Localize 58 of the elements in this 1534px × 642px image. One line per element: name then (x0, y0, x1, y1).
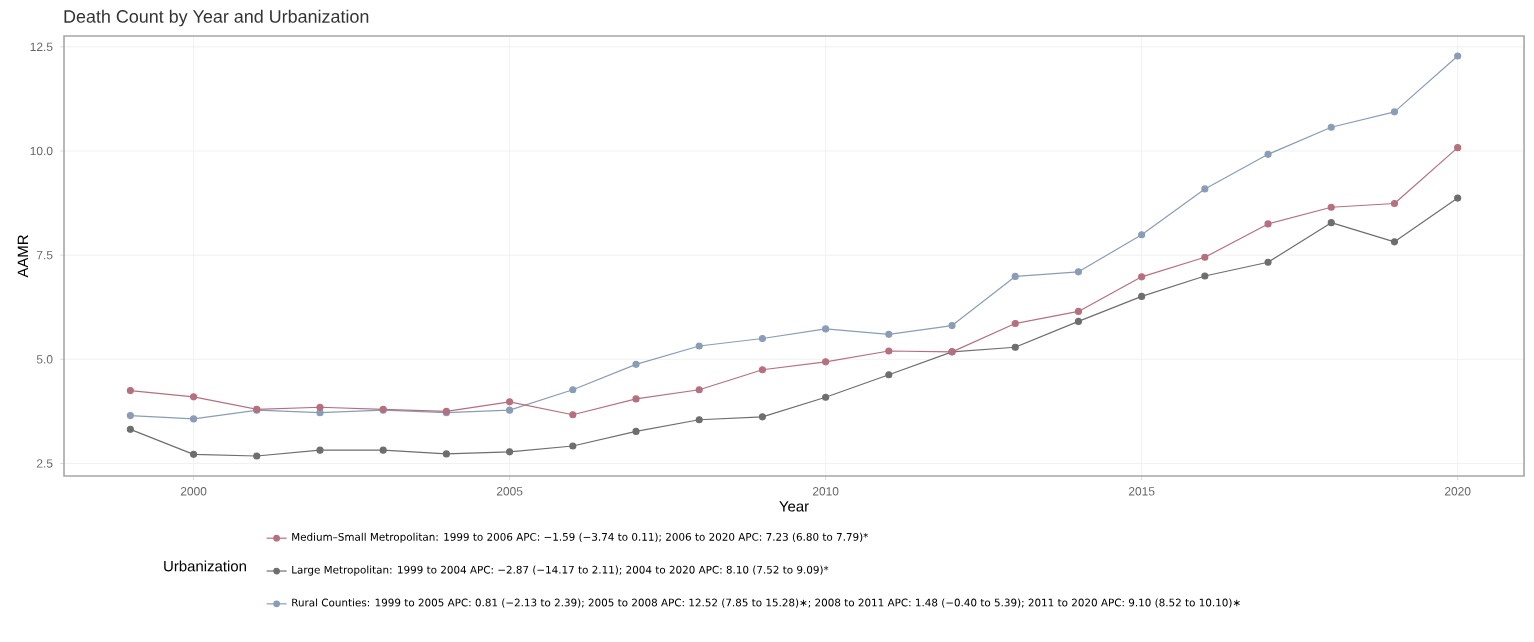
point (822, 358, 830, 366)
point (1454, 52, 1462, 60)
point (632, 427, 640, 436)
point (822, 393, 830, 401)
point (1201, 272, 1209, 280)
point (758, 413, 767, 421)
point (506, 406, 514, 414)
point (1264, 220, 1272, 228)
point (1327, 203, 1335, 211)
point (1264, 150, 1272, 158)
point (569, 386, 577, 394)
point (316, 403, 324, 411)
point (885, 347, 893, 355)
point (1138, 231, 1146, 239)
point (126, 425, 134, 433)
point (126, 411, 134, 420)
point (569, 442, 577, 450)
point (758, 366, 767, 374)
point (1264, 258, 1272, 266)
point (189, 450, 198, 458)
point (695, 386, 703, 394)
point (822, 325, 830, 333)
point (1390, 199, 1399, 208)
point (1454, 194, 1462, 202)
point (442, 450, 450, 458)
point (1138, 292, 1146, 301)
point (1327, 219, 1335, 227)
point (316, 446, 324, 454)
point (632, 395, 640, 403)
point (506, 398, 514, 406)
point (695, 416, 703, 424)
point (1074, 317, 1083, 326)
point (758, 334, 767, 343)
point (189, 393, 198, 401)
point (1074, 268, 1083, 276)
point (189, 415, 198, 423)
point (1454, 144, 1462, 152)
point (1074, 307, 1083, 316)
point (1011, 343, 1019, 351)
chart-title: Death Count by Year and Urbanization (64, 9, 369, 27)
point (379, 446, 387, 454)
point (948, 321, 956, 330)
point (1327, 123, 1335, 131)
point (1011, 319, 1019, 328)
point (885, 330, 893, 338)
point (253, 452, 261, 460)
point (1201, 185, 1209, 193)
point (126, 386, 134, 395)
point (1011, 272, 1019, 281)
point (569, 411, 577, 419)
point (506, 448, 514, 456)
point (1138, 273, 1146, 281)
point (885, 371, 893, 379)
point (1390, 108, 1399, 116)
point (1390, 238, 1399, 246)
point (1201, 253, 1209, 261)
point (632, 360, 640, 368)
point (695, 342, 703, 350)
